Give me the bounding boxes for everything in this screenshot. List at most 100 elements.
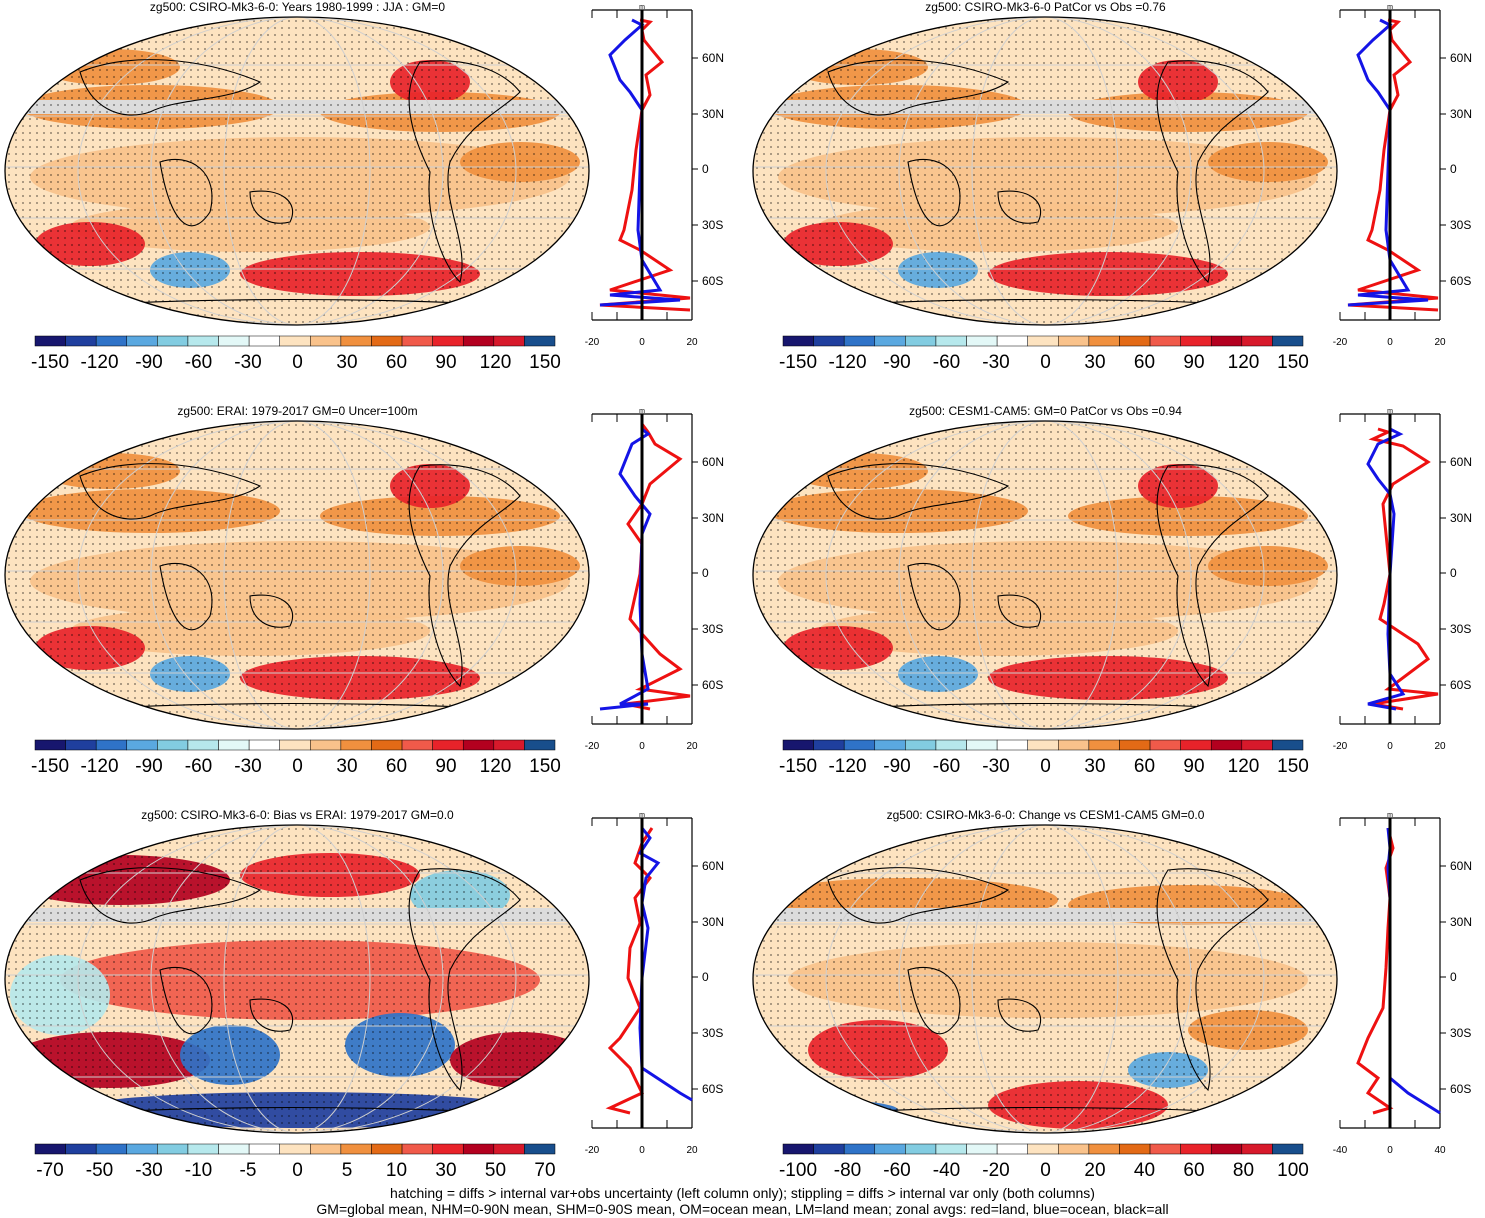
map-border — [752, 420, 1338, 730]
zonal-xtick-label: 20 — [686, 1145, 698, 1156]
panel-title: zg500: ERAI: 1979-2017 GM=0 Uncer=100m — [177, 404, 418, 418]
colorbar-swatch — [1149, 1143, 1181, 1155]
colorbar-swatch — [843, 739, 876, 751]
colorbar-swatch — [843, 1143, 876, 1155]
colorbar-swatch — [493, 1143, 525, 1155]
colorbar-swatch — [310, 335, 342, 347]
colorbar-tick-label: 100 — [1277, 1160, 1309, 1181]
colorbar-swatch — [813, 335, 845, 347]
coastline — [408, 60, 521, 284]
lat-label: 30N — [1450, 107, 1472, 121]
colorbar-swatch — [1058, 1143, 1090, 1155]
lat-label: 30S — [1450, 218, 1471, 232]
colorbar-swatch — [95, 1143, 128, 1155]
ocean-profile — [1347, 18, 1429, 307]
zonal-profile-p3: m -20 0 20 60N 30N 0 30S 60S — [585, 408, 724, 752]
colorbar-swatch — [782, 739, 814, 751]
colorbar-tick-label: 120 — [480, 756, 512, 777]
land-profile — [624, 423, 691, 711]
zonal-profile-p6: m -40 0 40 60N 30N 0 30S 60S — [1333, 812, 1472, 1156]
map-border — [4, 16, 590, 326]
zonal-xtick-label: -20 — [585, 741, 600, 752]
colorbar-tick-label: -150 — [31, 352, 69, 373]
colorbar-tick-label: 30 — [435, 1160, 456, 1181]
colorbar-tick-label: 120 — [1228, 756, 1260, 777]
panel-title: zg500: CSIRO-Mk3-6-0: Change vs CESM1-CA… — [886, 808, 1205, 822]
zonal-unit-label: m — [1387, 4, 1393, 11]
coastline — [907, 562, 961, 631]
colorbar-swatch — [401, 335, 433, 347]
colorbar-tick-label: -150 — [779, 352, 817, 373]
colorbar-swatch — [1027, 335, 1059, 347]
colorbar-p3: -150 -120 -90 -60 -30 0 30 60 90 120 150 — [31, 739, 561, 777]
colorbar-swatch — [187, 1143, 219, 1155]
colorbar-swatch — [218, 1143, 250, 1155]
colorbar-swatch — [157, 335, 189, 347]
colorbar-tick-label: -120 — [828, 756, 866, 777]
colorbar-swatch — [279, 739, 311, 751]
colorbar-tick-label: 30 — [336, 352, 357, 373]
graticule-meridian — [150, 421, 444, 729]
colorbar-tick-label: 60 — [386, 756, 407, 777]
colorbar-swatch — [966, 335, 998, 347]
graticule-meridian — [971, 825, 1119, 1133]
colorbar-tick-label: -120 — [80, 756, 118, 777]
lat-label: 60N — [702, 51, 724, 65]
colorbar-tick-label: 90 — [1183, 352, 1204, 373]
colorbar-swatch — [782, 1143, 814, 1155]
colorbar-tick-label: 150 — [529, 756, 561, 777]
colorbar-swatch — [126, 739, 158, 751]
colorbar-tick-label: -90 — [135, 352, 162, 373]
graticule-meridian — [898, 421, 1192, 729]
colorbar-swatch — [1119, 1143, 1151, 1155]
colorbar-swatch — [1058, 335, 1090, 347]
colorbar-swatch — [248, 335, 280, 347]
lat-label: 60N — [702, 859, 724, 873]
lat-label: 0 — [1450, 162, 1457, 176]
colorbar-tick-label: 0 — [292, 1160, 303, 1181]
zonal-xtick-label: 0 — [639, 741, 645, 752]
zonal-xtick-label: -20 — [585, 1145, 600, 1156]
colorbar-swatch — [524, 1143, 556, 1155]
coastline — [827, 867, 1010, 924]
colorbar-swatch — [340, 739, 372, 751]
colorbar-swatch — [874, 1143, 906, 1155]
colorbar-tick-label: -60 — [185, 352, 212, 373]
colorbar-swatch — [432, 739, 464, 751]
colorbar-swatch — [524, 335, 556, 347]
stippling — [5, 825, 589, 1133]
coastline — [159, 562, 213, 631]
zonal-xtick-label: 40 — [1434, 1145, 1446, 1156]
colorbar-swatch — [432, 1143, 464, 1155]
colorbar-tick-label: 150 — [1277, 352, 1309, 373]
land-profile — [1347, 18, 1439, 312]
colorbar-swatch — [813, 1143, 845, 1155]
coastline — [249, 998, 293, 1032]
colorbar-swatch — [1088, 739, 1120, 751]
colorbar-tick-label: 30 — [336, 756, 357, 777]
colorbar-tick-label: -60 — [883, 1160, 910, 1181]
colorbar-swatch — [524, 739, 556, 751]
lat-label: 60S — [1450, 1082, 1471, 1096]
coastline — [1156, 868, 1269, 1092]
ocean-profile — [599, 18, 681, 307]
lat-label: 60N — [1450, 455, 1472, 469]
lat-label: 60S — [702, 1082, 723, 1096]
map-p4 — [752, 420, 1338, 730]
coastline — [827, 463, 1010, 520]
colorbar-swatch — [371, 739, 403, 751]
lat-label: 30S — [702, 622, 723, 636]
zonal-profile-p1: m -20 0 20 60N 30N 0 30S 60S — [585, 4, 724, 348]
colorbar-swatch — [126, 1143, 158, 1155]
colorbar-tick-label: -90 — [135, 756, 162, 777]
colorbar-swatch — [65, 1143, 97, 1155]
colorbar-swatch — [340, 335, 372, 347]
coastline — [79, 59, 262, 116]
colorbar-swatch — [340, 1143, 372, 1155]
lat-label: 30S — [1450, 1026, 1471, 1040]
colorbar-swatch — [1210, 1143, 1243, 1155]
colorbar-swatch — [1210, 739, 1243, 751]
coastline — [907, 966, 961, 1035]
colorbar-swatch — [874, 335, 906, 347]
land-profile — [1356, 827, 1395, 1115]
